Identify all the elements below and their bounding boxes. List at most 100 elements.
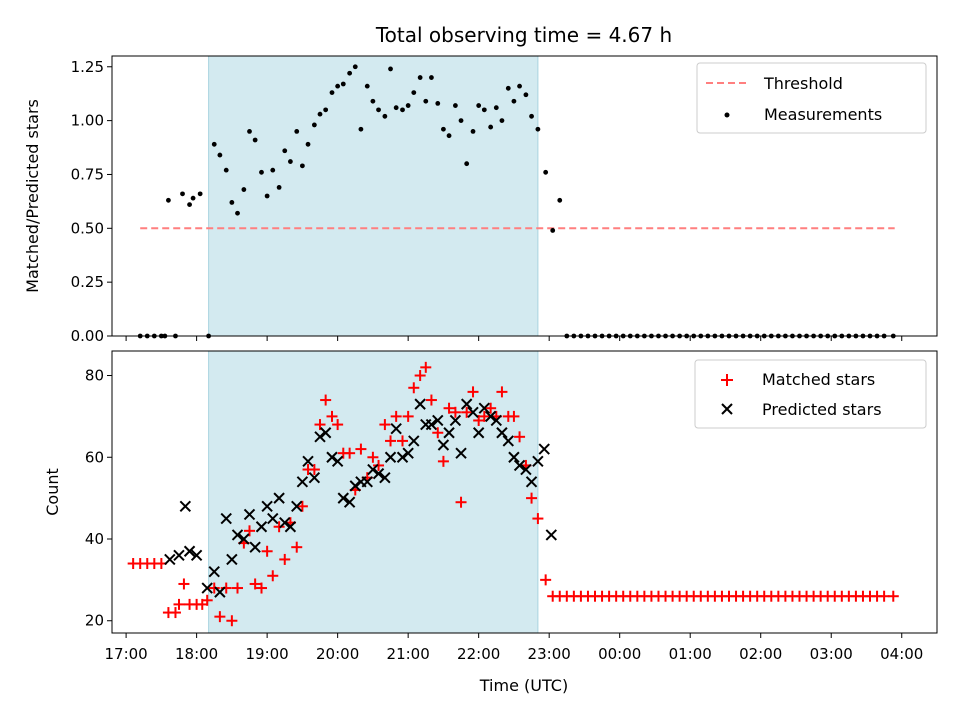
predicted-star-marker [308, 471, 321, 484]
measurement-point [166, 197, 171, 203]
measurement-point [190, 195, 196, 201]
bottom-y-tick-label: 60 [85, 448, 104, 466]
top-panel: 0.00 0.25 0.50 0.75 1.00 1.25 Matched/Predict… [23, 55, 938, 345]
bottom-y-ticks: 20 40 60 80 [85, 367, 112, 630]
predicted-star-marker [331, 455, 344, 468]
measurement-point [370, 98, 376, 104]
predicted-star-marker [267, 512, 279, 525]
predicted-star-marker [525, 476, 538, 488]
matched-star-marker [385, 435, 397, 447]
matched-star-marker [226, 615, 238, 627]
measurement-point [247, 128, 252, 134]
matched-star-marker [261, 545, 273, 557]
measurement-point [464, 161, 470, 167]
measurement-point [499, 118, 505, 124]
x-tick-label: 00:00 [598, 645, 641, 663]
measurement-point [317, 111, 323, 117]
matched-star-marker [887, 590, 899, 602]
matched-star-marker [178, 578, 190, 590]
matched-star-marker [473, 414, 485, 426]
measurement-point [429, 75, 434, 80]
measurement-point [423, 98, 429, 104]
matched-star-marker [449, 406, 461, 418]
measurement-point [470, 128, 476, 134]
predicted-star-marker [513, 459, 526, 472]
predicted-star-marker [372, 467, 385, 480]
predicted-star-marker [384, 451, 397, 463]
measurement-point [264, 193, 270, 199]
predicted-star-marker [349, 480, 361, 492]
measurement-point [223, 167, 229, 173]
legend-matched-label: Matched stars [762, 370, 875, 389]
predicted-star-marker [273, 492, 285, 504]
bottom-x-ticks: 17:00 18:00 19:00 20:00 21:00 22:00 23:00 00:00… [104, 633, 923, 663]
predicted-star-marker [449, 414, 462, 427]
measurement-point [299, 163, 305, 169]
predicted-star-marker [243, 508, 256, 521]
matched-star-marker [367, 451, 379, 463]
matched-star-marker [326, 410, 338, 422]
measurement-point [259, 169, 264, 175]
measurement-point [217, 152, 223, 158]
measurement-point [557, 197, 563, 203]
top-y-tick-label: 1.00 [71, 112, 104, 130]
measurement-point [523, 92, 529, 98]
measurement-point [417, 75, 423, 80]
measurement-point [347, 70, 353, 76]
predicted-star-marker [302, 455, 314, 468]
matched-star-marker [208, 582, 220, 594]
measurement-point [229, 200, 235, 205]
predicted-star-marker [179, 500, 192, 513]
measurement-point [517, 83, 522, 89]
predicted-star-marker [545, 529, 558, 541]
predicted-star-marker [337, 492, 349, 504]
measurement-point [252, 137, 258, 143]
predicted-star-marker [314, 431, 326, 443]
x-axis-label: Time (UTC) [479, 676, 568, 695]
predicted-star-marker [532, 455, 544, 468]
matched-star-marker [214, 611, 226, 623]
matched-star-marker [532, 513, 544, 525]
matched-star-marker [461, 406, 473, 418]
bottom-panel: 20 40 60 80 17:00 18:00 19:00 20:00 21:00 22:00 2… [43, 350, 938, 695]
x-tick-label: 01:00 [669, 645, 712, 663]
predicted-star-marker [343, 496, 356, 508]
measurement-point [276, 184, 282, 190]
measurement-point [305, 141, 311, 147]
measurement-point [329, 90, 335, 96]
bottom-legend: Matched stars Predicted stars [694, 359, 927, 429]
measurement-point [311, 122, 317, 128]
matched-star-marker [314, 419, 326, 431]
matched-star-marker [420, 361, 432, 373]
matched-star-marker [173, 598, 185, 610]
measurement-point [543, 169, 549, 175]
predicted-star-marker [220, 512, 232, 525]
measurement-point [235, 210, 240, 216]
measurement-point [287, 159, 293, 164]
matched-stars-series [127, 361, 899, 627]
measurement-point [187, 202, 192, 208]
matched-star-marker [540, 574, 552, 586]
measurement-point [270, 167, 276, 173]
predicted-star-marker [208, 565, 220, 578]
measurement-point [352, 64, 358, 70]
measurement-point [529, 113, 534, 119]
top-shaded-span [208, 55, 539, 337]
predicted-star-marker [226, 553, 238, 566]
measurement-point [481, 107, 487, 113]
measurement-point [441, 126, 446, 132]
measurement-point [458, 118, 464, 124]
matched-star-marker [432, 427, 444, 439]
matched-star-marker [267, 570, 279, 582]
chart-title: Total observing time = 4.67 h [375, 23, 672, 47]
x-tick-label: 22:00 [457, 645, 500, 663]
matched-star-marker [169, 607, 181, 619]
predicted-star-marker [201, 582, 213, 594]
matched-star-marker [201, 594, 213, 606]
matched-star-marker [508, 410, 520, 422]
measurement-point [323, 107, 329, 113]
predicted-star-marker [502, 435, 514, 447]
predicted-star-marker [173, 549, 185, 562]
x-tick-label: 23:00 [528, 645, 571, 663]
